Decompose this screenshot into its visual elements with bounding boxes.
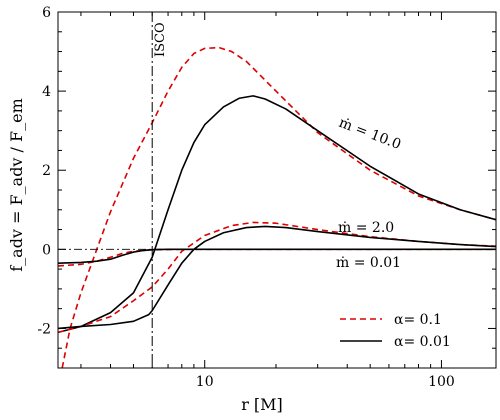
legend-label-alpha-0.01: α= 0.01 <box>394 334 451 350</box>
y-tick-label: -2 <box>37 321 51 337</box>
series-layer <box>58 46 496 368</box>
annotation-mdot-001: ṁ = 0.01 <box>336 255 401 271</box>
x-tick-label: 10 <box>196 374 214 390</box>
y-tick-label: 6 <box>42 5 51 21</box>
y-axis-label: f_adv = F_adv / F_em <box>7 98 26 272</box>
x-tick-label: 100 <box>428 374 455 390</box>
series-line-alpha-0.1-mdot-10 <box>61 46 496 368</box>
series-line-alpha-0.01-mdot-10 <box>58 95 496 334</box>
isco-label: ISCO <box>153 22 168 57</box>
y-tick-label: 4 <box>42 84 51 100</box>
y-tick-label: 0 <box>42 242 51 258</box>
annotation-mdot-2: ṁ = 2.0 <box>338 220 394 236</box>
legend-label-alpha-0.1: α= 0.1 <box>394 312 442 328</box>
x-axis-label: r [M] <box>241 395 283 414</box>
series-line-alpha-0.01-mdot-2 <box>58 225 496 330</box>
y-tick-label: 2 <box>42 163 51 179</box>
legend: α= 0.1 α= 0.01 <box>340 312 451 350</box>
ticks-layer: -2 0 2 4 6 10 100 <box>37 5 496 390</box>
